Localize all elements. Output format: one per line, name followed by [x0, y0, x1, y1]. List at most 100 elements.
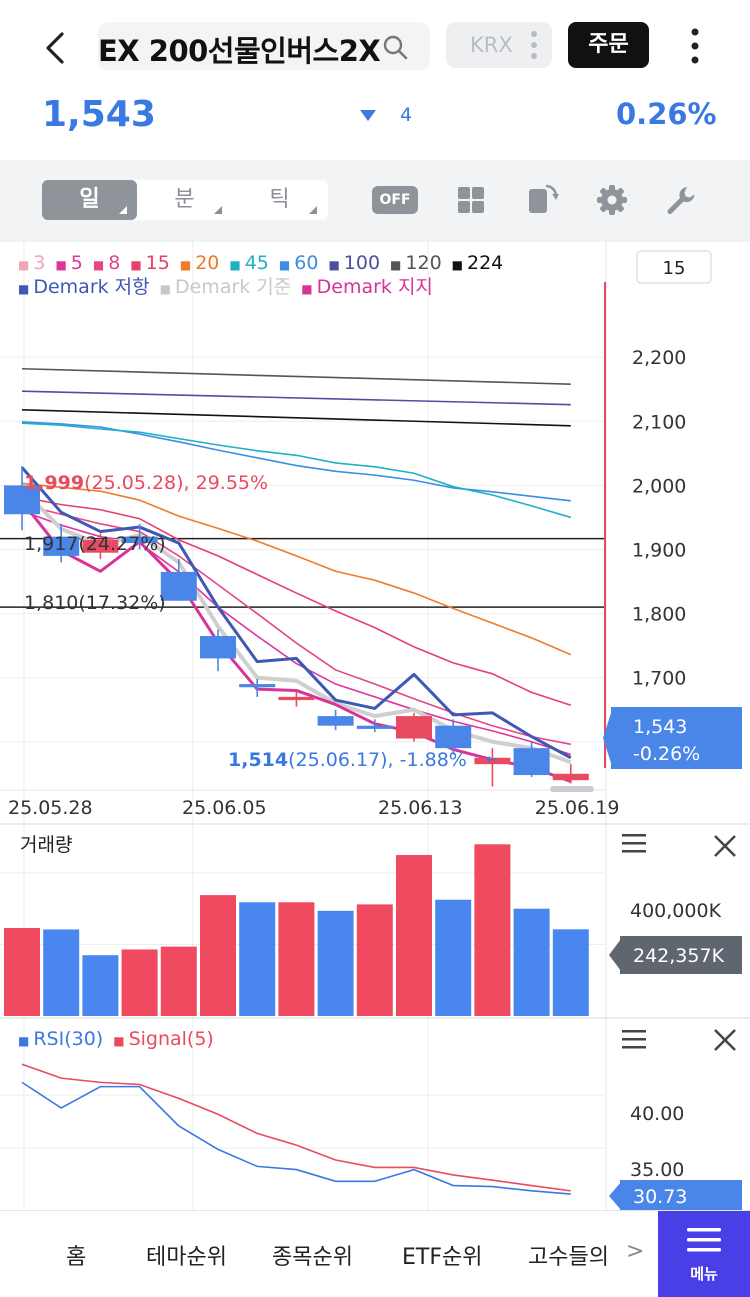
candle-body [82, 539, 119, 553]
legend-label: Demark 저항 [33, 276, 149, 298]
period-day-tab[interactable]: 일 [42, 180, 137, 220]
rsi-close-icon[interactable] [714, 1029, 736, 1051]
exchange-selector[interactable]: KRX [446, 22, 552, 68]
current-price-tag-value: 1,543 [633, 716, 687, 738]
legend-swatch: ■ [229, 258, 240, 272]
ma-line-15 [21, 496, 572, 706]
candle-body [474, 757, 511, 765]
corner-triangle-icon [119, 206, 127, 214]
legend-label: 8 [108, 252, 120, 274]
rsi-lines [21, 1063, 571, 1195]
volume-close-icon[interactable] [714, 835, 736, 857]
legend-label: 15 [146, 252, 170, 274]
volume-current-value: 242,357K [633, 945, 725, 967]
date-tick-label: 25.06.19 [535, 797, 620, 819]
more-menu-icon[interactable] [686, 26, 704, 66]
ma-line-224 [21, 408, 571, 427]
level1-label: 1,917(24.27%) [24, 533, 166, 555]
settings-gear-icon[interactable] [596, 184, 628, 216]
legend-label: 20 [195, 252, 219, 274]
legend-swatch: ■ [55, 258, 66, 272]
nav-more-chevron-icon[interactable]: > [626, 1239, 645, 1264]
more-vertical-icon [531, 31, 537, 59]
nav-stock-rank[interactable]: 종목순위 [272, 1245, 353, 1270]
price-tick-label: 1,800 [632, 604, 686, 626]
period-value-box[interactable] [636, 250, 712, 284]
ma-line-20 [21, 482, 572, 656]
candle-body [43, 536, 80, 556]
demark-lines [20, 466, 572, 783]
grid-layout-icon[interactable] [457, 186, 485, 214]
volume-bar [200, 895, 236, 1016]
signal-line [21, 1063, 571, 1192]
legend-label: Demark 지지 [317, 276, 433, 298]
nav-theme-rank[interactable]: 테마순위 [146, 1245, 227, 1270]
date-axis: 25.05.28 25.06.05 25.06.13 25.06.19 [8, 797, 619, 819]
chart-scroll-handle[interactable] [550, 786, 594, 792]
rsi-current-tag [620, 1180, 742, 1210]
legend-label: Demark 기준 [175, 276, 291, 298]
low-detail: (25.06.17), -1.88% [288, 749, 467, 771]
price-tick-label: 2,000 [632, 475, 686, 497]
rsi-axis-label-35: 35.00 [630, 1159, 684, 1181]
volume-bar [396, 855, 432, 1016]
period-tick-tab[interactable]: 틱 [232, 180, 327, 220]
back-arrow-icon[interactable] [38, 28, 74, 68]
candle-body [435, 725, 472, 749]
rotate-screen-icon[interactable] [526, 182, 560, 216]
current-pct-tag-value: -0.26% [633, 743, 700, 765]
rsi-menu-icon[interactable] [622, 1030, 646, 1049]
candle-body [200, 635, 236, 659]
price-tick-label: 2,100 [632, 411, 686, 433]
legend-label: 45 [245, 252, 269, 274]
current-price-tag [611, 707, 742, 769]
ma-line-100 [21, 390, 571, 406]
current-price: 1,543 [42, 94, 156, 135]
exchange-label: KRX [470, 33, 513, 57]
rsi-legend: ■ RSI(30) ■ Signal(5) [18, 1028, 214, 1050]
legend-label: 3 [33, 252, 45, 274]
menu-button[interactable]: 메뉴 [658, 1211, 750, 1297]
price-change: 4 [400, 104, 413, 126]
legend-swatch: ■ [130, 258, 141, 272]
price-change-pct: 0.26% [616, 97, 717, 131]
legend-swatch: ■ [93, 258, 104, 272]
ma-line-120 [21, 367, 571, 385]
candle-body [160, 571, 197, 601]
chart-toolbar: 일 분 틱 OFF [0, 160, 750, 240]
period-minute-tab[interactable]: 분 [137, 180, 232, 220]
stock-search-box[interactable]: EX 200선물인버스2X [98, 22, 430, 70]
period-tick-label: 틱 [269, 187, 290, 212]
wrench-icon[interactable] [665, 184, 697, 216]
price-tick-label: 1,900 [632, 539, 686, 561]
rsi-grid [0, 1094, 606, 1149]
search-icon[interactable] [382, 34, 408, 60]
tag-pointer [609, 1182, 621, 1210]
volume-bar [4, 928, 40, 1016]
nav-etf-rank[interactable]: ETF순위 [402, 1245, 483, 1270]
high-detail: (25.05.28), 29.55% [84, 472, 268, 494]
menu-label: 메뉴 [690, 1265, 718, 1283]
tag-pointer [609, 939, 621, 971]
date-tick-label: 25.06.05 [182, 797, 267, 819]
quote-row: 1,543 4 0.26% [0, 92, 750, 160]
candle-body [513, 748, 550, 776]
volume-title: 거래량 [20, 834, 72, 856]
indicator-off-toggle[interactable]: OFF [372, 186, 418, 214]
nav-home[interactable]: 홈 [66, 1245, 87, 1270]
candle-body [239, 684, 276, 688]
legend-label: 100 [344, 252, 380, 274]
volume-menu-icon[interactable] [622, 834, 646, 853]
order-button[interactable]: 주문 [568, 22, 649, 68]
corner-triangle-icon [214, 206, 222, 214]
candle-body [317, 716, 354, 726]
legend-swatch: ■ [180, 258, 191, 272]
period-selector: 일 분 틱 [42, 180, 328, 220]
low-value: 1,514 [228, 749, 288, 771]
volume-bar [278, 902, 315, 1016]
nav-experts[interactable]: 고수들의 [528, 1245, 609, 1270]
tag-pointer [603, 710, 612, 766]
volume-bar [121, 949, 158, 1016]
